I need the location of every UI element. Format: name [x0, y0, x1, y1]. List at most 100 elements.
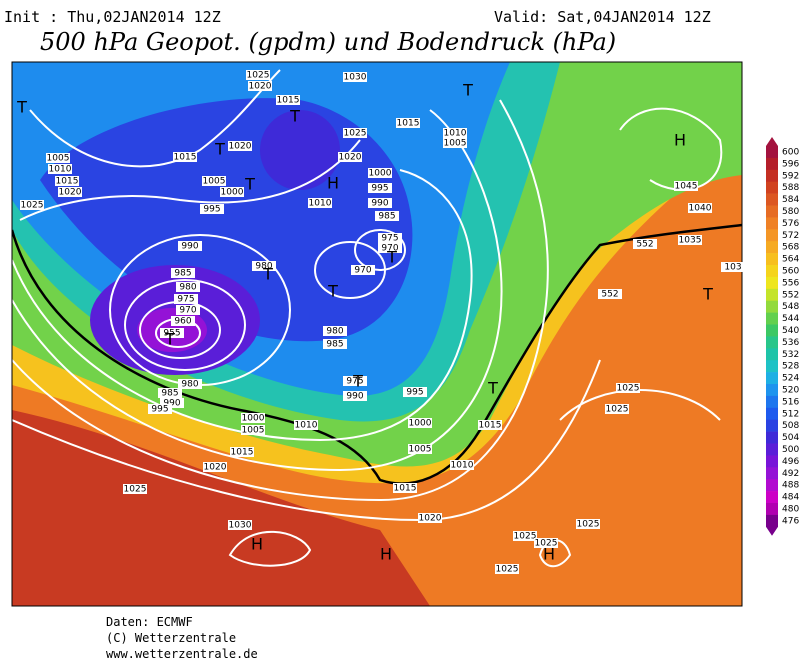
isobar-label: 1015 [394, 484, 417, 494]
label-box [252, 261, 276, 271]
isobar-label: 1025 [344, 129, 367, 139]
isobar-label: 980 [255, 262, 272, 272]
label-box [173, 152, 197, 162]
colorbar-label: 552 [782, 290, 799, 300]
isobar-label: 985 [161, 389, 178, 399]
colorbar-swatch [766, 229, 778, 242]
label-box [338, 152, 362, 162]
pressure-center: T [289, 107, 300, 126]
isobar-label: 975 [346, 377, 363, 387]
colorbar-label: 476 [782, 516, 799, 526]
label-box [375, 211, 399, 221]
label-box [674, 181, 698, 191]
isobar-label: 995 [371, 184, 388, 194]
isobar-label: 980 [181, 380, 198, 390]
footer-source: Daten: ECMWF [106, 615, 193, 629]
isobar-label: 1020 [59, 188, 82, 198]
isobar-label: 1025 [21, 201, 44, 211]
label-box [228, 141, 252, 151]
colorbar-cap [766, 526, 778, 536]
isobar-label: 1025 [514, 532, 537, 542]
pressure-center: T [244, 175, 255, 194]
pressure-center: T [386, 248, 397, 267]
label-box [396, 118, 420, 128]
isobar-label: 1025 [496, 565, 519, 575]
isobar-label: 990 [181, 242, 198, 252]
label-box [246, 70, 270, 80]
label-box [378, 243, 402, 253]
isobar-label: 1005 [444, 139, 467, 149]
isobar-label: 1020 [339, 153, 362, 163]
isobar-label: 985 [174, 269, 191, 279]
isobar-label: 1025 [535, 539, 558, 549]
colorbar-swatch [766, 169, 778, 182]
colorbar-swatch [766, 146, 778, 159]
isobar-label: 1000 [242, 414, 265, 424]
label-box [308, 198, 332, 208]
pressure-center: T [327, 282, 338, 301]
isobar-label: 970 [354, 266, 371, 276]
colorbar-label: 488 [782, 481, 799, 491]
label-box [58, 187, 82, 197]
colorbar-swatch [766, 348, 778, 361]
label-box [368, 168, 392, 178]
label-box [408, 444, 432, 454]
label-box [276, 95, 300, 105]
colorbar-swatch [766, 503, 778, 516]
isobar-label: 1000 [409, 419, 432, 429]
label-box [48, 164, 72, 174]
isobar-label: 975 [381, 234, 398, 244]
isobar-label: 1020 [249, 82, 272, 92]
map-frame [11, 61, 743, 607]
isobar-label: 1025 [606, 405, 629, 415]
colorbar-swatch [766, 395, 778, 409]
colorbar-label: 512 [782, 409, 799, 419]
label-box [443, 128, 467, 138]
isobar-label: 995 [203, 205, 220, 215]
isobar-label: 960 [174, 317, 191, 327]
isobar-label: 1030 [344, 73, 367, 83]
label-box [378, 233, 402, 243]
colorbar-swatch [766, 360, 778, 373]
pressure-center: H [674, 131, 686, 150]
isobar-label: 1005 [409, 445, 432, 455]
isobar-label: 1015 [479, 421, 502, 431]
label-box [343, 376, 367, 386]
colorbar-label: 524 [782, 374, 799, 384]
pressure-center: T [702, 285, 713, 304]
map-title: 500 hPa Geopot. (gpdm) und Bodendruck (h… [40, 28, 616, 56]
isobar-label: 1000 [221, 188, 244, 198]
colorbar-label: 548 [782, 302, 799, 312]
isobar-label: 1015 [56, 177, 79, 187]
isobar-label: 1025 [617, 384, 640, 394]
isobar-label: 552 [601, 290, 618, 300]
label-box [478, 420, 502, 430]
colorbar-swatch [766, 217, 778, 230]
isobar-label: 1010 [444, 129, 467, 139]
colorbar-label: 556 [782, 278, 799, 288]
pressure-center: T [164, 330, 175, 349]
label-box [513, 531, 537, 541]
isobar-label: 1025 [247, 71, 270, 81]
label-box [148, 404, 172, 414]
isobar-label: 1030 [229, 521, 252, 531]
label-box [176, 305, 200, 315]
isobar-label: 1015 [174, 153, 197, 163]
label-box [343, 72, 367, 82]
colorbar-label: 572 [782, 231, 799, 241]
colorbar-label: 596 [782, 159, 799, 169]
isobar-label: 552 [636, 240, 653, 250]
colorbar-swatch [766, 276, 778, 290]
colorbar-swatch [766, 372, 778, 385]
pressure-center: H [251, 535, 263, 554]
label-box [158, 388, 182, 398]
label-box [294, 420, 318, 430]
label-box [393, 483, 417, 493]
label-box [55, 176, 79, 186]
footer-url: www.wetterzentrale.de [106, 647, 258, 661]
colorbar-swatch [766, 479, 778, 492]
label-box [450, 460, 474, 470]
footer-copyright: (C) Wetterzentrale [106, 631, 236, 645]
isobar-label: 1010 [295, 421, 318, 431]
isobar-label: 1000 [369, 169, 392, 179]
